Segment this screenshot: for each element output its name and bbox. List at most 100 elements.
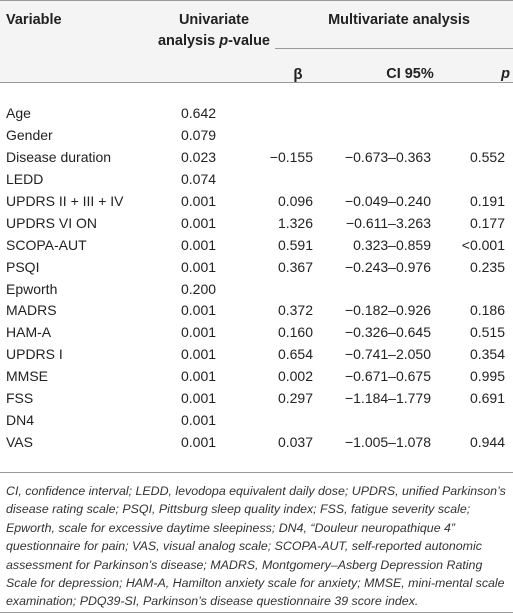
row-variable: Gender [6,126,53,143]
table-body: Age 0.642 Gender 0.079 Disease duration 0.023… [0,103,513,454]
row-ci: −0.182–0.926 [344,302,431,319]
header-univariate-suffix: -value [228,33,271,49]
row-univariate-p: 0.001 [181,258,217,275]
row-p: 0.515 [469,324,505,341]
header-bottom-rule [0,82,513,83]
row-univariate-p: 0.001 [181,434,217,451]
row-variable: HAM-A [6,324,52,341]
row-beta: 0.367 [277,258,313,275]
table-row: HAM-A 0.001 0.160 −0.326–0.645 0.515 [0,322,513,344]
row-variable: Epworth [6,280,58,297]
row-variable: SCOPA-AUT [6,236,87,253]
header-univariate: Univariate analysis p-value [150,10,278,52]
row-variable: Disease duration [6,148,112,165]
row-p: <0.001 [461,236,505,253]
row-ci: −0.243–0.976 [344,258,431,275]
table-row: Gender 0.079 [0,125,513,147]
row-ci: −0.671–0.675 [344,368,431,385]
row-p: 0.177 [469,214,505,231]
multivariate-subrule [275,48,513,49]
row-univariate-p: 0.001 [181,236,217,253]
header-univariate-p: p [219,33,229,49]
table-row: Epworth 0.200 [0,279,513,301]
row-variable: DN4 [6,412,35,429]
table-header [0,0,513,82]
row-p: 0.691 [469,390,505,407]
row-variable: FSS [6,390,34,407]
row-ci: −0.611–3.263 [346,214,431,231]
row-ci: −0.673–0.363 [344,148,431,165]
row-variable: VAS [6,434,33,451]
row-beta: 0.160 [277,324,313,341]
table-row: MADRS 0.001 0.372 −0.182–0.926 0.186 [0,300,513,322]
row-p: 0.944 [469,434,505,451]
row-variable: PSQI [6,258,40,275]
row-beta: 0.096 [277,192,313,209]
row-beta: 0.037 [277,434,313,451]
table-row: Disease duration 0.023 −0.155 −0.673–0.363 0… [0,147,513,169]
header-univariate-line2: analysis p-value [150,31,278,52]
table-row: FSS 0.001 0.297 −1.184–1.779 0.691 [0,388,513,410]
header-p: p [501,66,510,82]
row-univariate-p: 0.642 [181,105,217,121]
table-row: Age 0.642 [0,103,513,125]
table-row: PSQI 0.001 0.367 −0.243–0.976 0.235 [0,257,513,279]
row-variable: UPDRS VI ON [6,214,98,231]
row-univariate-p: 0.001 [181,346,217,363]
header-variable: Variable [6,12,62,28]
table-row: UPDRS I 0.001 0.654 −0.741–2.050 0.354 [0,344,513,366]
row-univariate-p: 0.200 [181,280,217,297]
table-row: UPDRS II + III + IV 0.001 0.096 −0.049–0.24… [0,191,513,213]
row-univariate-p: 0.001 [181,192,217,209]
row-p: 0.552 [469,148,505,165]
header-univariate-line1: Univariate [178,12,250,28]
row-beta: 0.002 [277,368,313,385]
row-variable: LEDD [6,170,44,187]
table-row: SCOPA-AUT 0.001 0.591 0.323–0.859 <0.001 [0,235,513,257]
row-univariate-p: 0.001 [181,368,217,385]
table-bottom-rule [0,472,513,473]
table-row: VAS 0.001 0.037 −1.005–1.078 0.944 [0,432,513,454]
row-variable: Age [6,105,31,121]
row-univariate-p: 0.074 [181,170,217,187]
row-ci: −1.005–1.078 [344,434,431,451]
row-p: 0.186 [469,302,505,319]
row-beta: 0.654 [277,346,313,363]
row-variable: UPDRS II + III + IV [6,192,124,209]
row-ci: −1.184–1.779 [344,390,431,407]
row-variable: MMSE [6,368,48,385]
row-univariate-p: 0.001 [181,324,217,341]
row-variable: MADRS [6,302,57,319]
row-univariate-p: 0.001 [181,302,217,319]
row-ci: −0.049–0.240 [344,192,431,209]
row-univariate-p: 0.001 [181,412,217,429]
row-beta: 1.326 [277,214,313,231]
row-ci: 0.323–0.859 [353,236,431,253]
row-p: 0.995 [469,368,505,385]
table-footnote: CI, confidence interval; LEDD, levodopa … [6,484,506,609]
table-row: DN4 0.001 [0,410,513,432]
row-beta: −0.155 [269,148,313,165]
header-ci: CI 95% [386,66,434,82]
row-p: 0.235 [469,258,505,275]
table-row: MMSE 0.001 0.002 −0.671–0.675 0.995 [0,366,513,388]
header-univariate-prefix: analysis [157,33,220,49]
row-variable: UPDRS I [6,346,63,363]
header-beta: β [293,66,303,83]
row-univariate-p: 0.023 [181,148,217,165]
row-p: 0.191 [469,192,505,209]
row-p: 0.354 [469,346,505,363]
row-univariate-p: 0.001 [181,214,217,231]
header-multivariate: Multivariate analysis [328,12,470,28]
row-univariate-p: 0.001 [181,390,217,407]
top-rule [0,0,513,1]
table-row: LEDD 0.074 [0,169,513,191]
row-beta: 0.591 [277,236,313,253]
row-ci: −0.326–0.645 [344,324,431,341]
table-row: UPDRS VI ON 0.001 1.326 −0.611–3.263 0.177 [0,213,513,235]
row-beta: 0.372 [277,302,313,319]
row-beta: 0.297 [277,390,313,407]
row-univariate-p: 0.079 [181,126,217,143]
row-ci: −0.741–2.050 [344,346,431,363]
